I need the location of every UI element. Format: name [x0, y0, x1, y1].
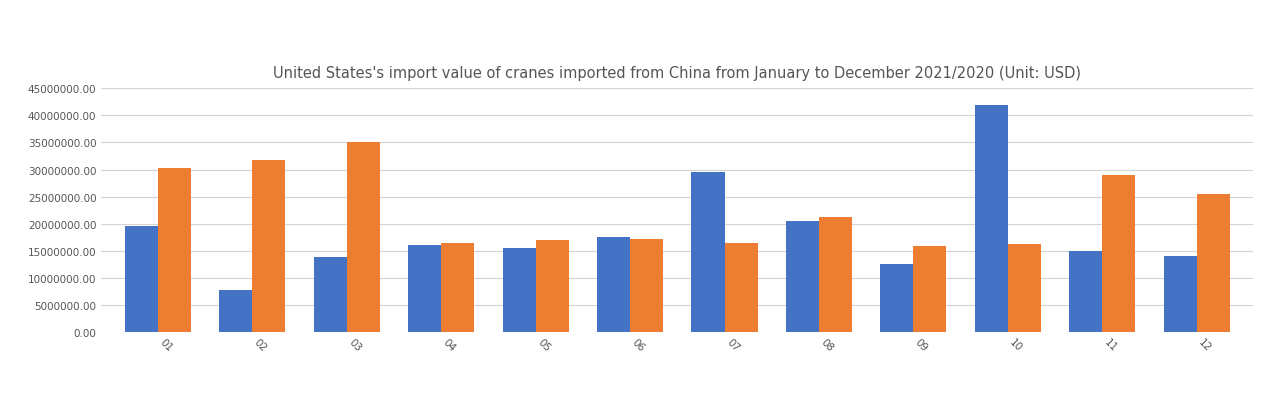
- Bar: [347, 143, 380, 332]
- Bar: [819, 217, 852, 332]
- Bar: [408, 246, 442, 332]
- Bar: [975, 105, 1008, 332]
- Bar: [880, 264, 913, 332]
- Bar: [630, 239, 663, 332]
- Bar: [252, 160, 285, 332]
- Bar: [598, 238, 630, 332]
- Title: United States's import value of cranes imported from China from January to Decem: United States's import value of cranes i…: [273, 66, 1081, 81]
- Bar: [1008, 245, 1041, 332]
- Bar: [158, 169, 191, 332]
- Bar: [503, 248, 536, 332]
- Bar: [1103, 175, 1136, 332]
- Bar: [1070, 251, 1103, 332]
- Bar: [536, 240, 568, 332]
- Bar: [1196, 194, 1229, 332]
- Bar: [314, 258, 347, 332]
- Bar: [691, 173, 724, 332]
- Bar: [442, 243, 475, 332]
- Bar: [1163, 256, 1196, 332]
- Bar: [913, 247, 947, 332]
- Bar: [724, 243, 757, 332]
- Bar: [786, 222, 819, 332]
- Bar: [219, 290, 252, 332]
- Bar: [125, 227, 158, 332]
